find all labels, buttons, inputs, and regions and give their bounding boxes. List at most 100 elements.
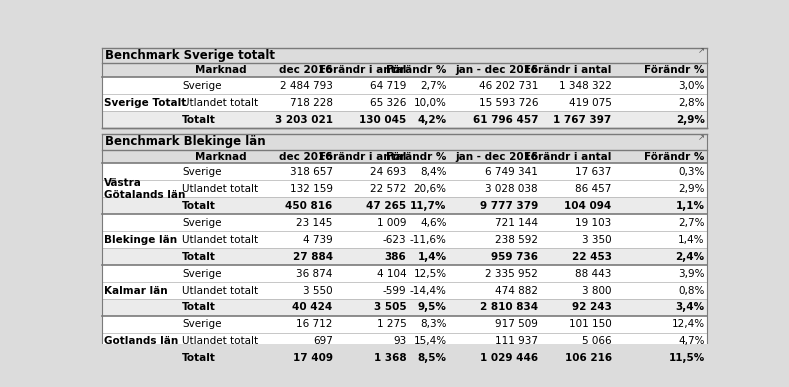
Text: Marknad: Marknad bbox=[195, 152, 246, 161]
Bar bbox=[102, 333, 707, 350]
Bar bbox=[102, 350, 707, 367]
Text: 721 144: 721 144 bbox=[495, 218, 538, 228]
Text: Förändr i antal: Förändr i antal bbox=[319, 152, 406, 161]
Text: 3 505: 3 505 bbox=[374, 303, 406, 312]
Text: ↗: ↗ bbox=[697, 133, 705, 142]
Text: 318 657: 318 657 bbox=[290, 167, 333, 177]
Text: 15 593 726: 15 593 726 bbox=[479, 98, 538, 108]
Text: 11,5%: 11,5% bbox=[668, 353, 705, 363]
Text: 12,5%: 12,5% bbox=[413, 269, 447, 279]
Text: 64 719: 64 719 bbox=[370, 81, 406, 91]
Bar bbox=[102, 150, 707, 163]
Text: Förändr i antal: Förändr i antal bbox=[319, 65, 406, 75]
Text: 22 572: 22 572 bbox=[370, 184, 406, 194]
Text: Utlandet totalt: Utlandet totalt bbox=[182, 184, 259, 194]
Text: 2,7%: 2,7% bbox=[679, 218, 705, 228]
Text: Utlandet totalt: Utlandet totalt bbox=[182, 336, 259, 346]
Text: 92 243: 92 243 bbox=[572, 303, 611, 312]
Text: Sverige: Sverige bbox=[182, 319, 222, 329]
Text: 104 094: 104 094 bbox=[564, 201, 611, 211]
Text: 1 767 397: 1 767 397 bbox=[553, 115, 611, 125]
Text: Västra
Götalands län: Västra Götalands län bbox=[104, 178, 185, 200]
Text: -623: -623 bbox=[383, 235, 406, 245]
Bar bbox=[102, 231, 707, 248]
Text: 3 550: 3 550 bbox=[303, 286, 333, 296]
Text: Förändr %: Förändr % bbox=[645, 65, 705, 75]
Bar bbox=[102, 180, 707, 197]
Text: Blekinge län: Blekinge län bbox=[104, 235, 178, 245]
Bar bbox=[102, 134, 707, 367]
Text: 718 228: 718 228 bbox=[290, 98, 333, 108]
Text: 65 326: 65 326 bbox=[370, 98, 406, 108]
Bar bbox=[102, 77, 707, 94]
Text: 132 159: 132 159 bbox=[290, 184, 333, 194]
Text: 2,8%: 2,8% bbox=[679, 98, 705, 108]
Text: Förändr %: Förändr % bbox=[645, 152, 705, 161]
Text: 5 066: 5 066 bbox=[582, 336, 611, 346]
Text: 16 712: 16 712 bbox=[297, 319, 333, 329]
Text: 2,7%: 2,7% bbox=[420, 81, 447, 91]
Text: 4 104: 4 104 bbox=[376, 269, 406, 279]
Text: 101 150: 101 150 bbox=[569, 319, 611, 329]
Bar bbox=[102, 316, 707, 333]
Text: 2,9%: 2,9% bbox=[676, 115, 705, 125]
Text: 238 592: 238 592 bbox=[495, 235, 538, 245]
Bar bbox=[102, 197, 707, 214]
Text: 15,4%: 15,4% bbox=[413, 336, 447, 346]
Text: Sverige: Sverige bbox=[182, 81, 222, 91]
Text: 2,4%: 2,4% bbox=[675, 252, 705, 262]
Text: Förändr i antal: Förändr i antal bbox=[525, 65, 611, 75]
Bar bbox=[102, 214, 707, 231]
Text: 46 202 731: 46 202 731 bbox=[479, 81, 538, 91]
Text: Sverige: Sverige bbox=[182, 218, 222, 228]
Text: 93: 93 bbox=[393, 336, 406, 346]
Text: 10,0%: 10,0% bbox=[413, 98, 447, 108]
Text: 2 335 952: 2 335 952 bbox=[485, 269, 538, 279]
Text: Marknad: Marknad bbox=[195, 65, 246, 75]
Text: 8,4%: 8,4% bbox=[420, 167, 447, 177]
Text: 474 882: 474 882 bbox=[495, 286, 538, 296]
Text: 2,9%: 2,9% bbox=[679, 184, 705, 194]
Text: Förändr %: Förändr % bbox=[387, 65, 447, 75]
Text: 1,4%: 1,4% bbox=[417, 252, 447, 262]
Text: 24 693: 24 693 bbox=[370, 167, 406, 177]
Text: Utlandet totalt: Utlandet totalt bbox=[182, 235, 259, 245]
Bar bbox=[102, 282, 707, 299]
Text: Sverige: Sverige bbox=[182, 269, 222, 279]
Text: 22 453: 22 453 bbox=[572, 252, 611, 262]
Bar bbox=[102, 63, 707, 77]
Text: 0,8%: 0,8% bbox=[679, 286, 705, 296]
Text: -11,6%: -11,6% bbox=[409, 235, 447, 245]
Text: 3 350: 3 350 bbox=[582, 235, 611, 245]
Bar bbox=[102, 248, 707, 265]
Text: jan - dec 2016: jan - dec 2016 bbox=[455, 152, 538, 161]
Text: 3,9%: 3,9% bbox=[679, 269, 705, 279]
Text: 1 368: 1 368 bbox=[374, 353, 406, 363]
Text: 19 103: 19 103 bbox=[575, 218, 611, 228]
Bar bbox=[102, 111, 707, 128]
Text: 3,0%: 3,0% bbox=[679, 81, 705, 91]
Text: Kalmar län: Kalmar län bbox=[104, 286, 168, 296]
Text: 9,5%: 9,5% bbox=[417, 303, 447, 312]
Bar bbox=[102, 299, 707, 316]
Text: Totalt: Totalt bbox=[182, 115, 216, 125]
Text: 3 028 038: 3 028 038 bbox=[485, 184, 538, 194]
Text: 386: 386 bbox=[384, 252, 406, 262]
Text: 4,6%: 4,6% bbox=[420, 218, 447, 228]
Text: 3,4%: 3,4% bbox=[675, 303, 705, 312]
Text: Totalt: Totalt bbox=[182, 353, 216, 363]
Text: 4,2%: 4,2% bbox=[417, 115, 447, 125]
Text: 9 777 379: 9 777 379 bbox=[480, 201, 538, 211]
Text: Totalt: Totalt bbox=[182, 252, 216, 262]
Text: 2 484 793: 2 484 793 bbox=[280, 81, 333, 91]
Text: 450 816: 450 816 bbox=[286, 201, 333, 211]
Text: 8,3%: 8,3% bbox=[420, 319, 447, 329]
Bar bbox=[102, 48, 707, 128]
Text: 86 457: 86 457 bbox=[575, 184, 611, 194]
Text: 4,7%: 4,7% bbox=[679, 336, 705, 346]
Text: 111 937: 111 937 bbox=[495, 336, 538, 346]
Text: Förändr %: Förändr % bbox=[387, 152, 447, 161]
Text: Benchmark Blekinge län: Benchmark Blekinge län bbox=[105, 135, 265, 149]
Text: Förändr i antal: Förändr i antal bbox=[525, 152, 611, 161]
Text: Totalt: Totalt bbox=[182, 201, 216, 211]
